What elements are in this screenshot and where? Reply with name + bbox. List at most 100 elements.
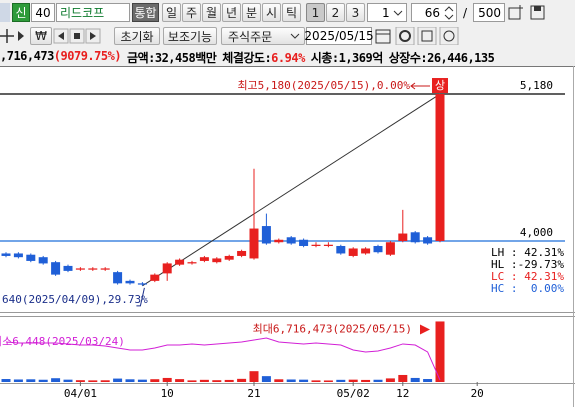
low-note: 640(2025/04/09),29.73% bbox=[2, 293, 148, 306]
candle-body bbox=[224, 255, 234, 260]
search-button[interactable]: 통합 bbox=[132, 3, 159, 22]
page-button[interactable]: 2 bbox=[326, 3, 345, 22]
x-tick-label: 04/01 bbox=[64, 387, 97, 400]
candle-body bbox=[13, 253, 23, 258]
page-button[interactable]: 1 bbox=[306, 3, 325, 22]
candle-body bbox=[38, 257, 48, 264]
volume-line bbox=[5, 337, 441, 381]
period-button[interactable]: 분 bbox=[242, 3, 261, 22]
x-tick-label: 21 bbox=[247, 387, 260, 400]
candle-body bbox=[162, 263, 172, 274]
toolbar-icons[interactable] bbox=[507, 4, 547, 22]
code-input[interactable]: 40 bbox=[31, 3, 55, 22]
candle-body bbox=[150, 274, 160, 281]
candle-body bbox=[385, 242, 395, 255]
period-button[interactable]: 년 bbox=[222, 3, 241, 22]
volume-bar bbox=[199, 379, 209, 382]
limit-badge: 상 bbox=[435, 79, 445, 92]
chart-bg bbox=[0, 66, 575, 407]
strength-value: 6.94% bbox=[271, 51, 305, 65]
volume-bar bbox=[323, 380, 333, 382]
volume-bar bbox=[175, 379, 185, 382]
volume-bar bbox=[75, 380, 85, 382]
volume-bar bbox=[38, 379, 48, 382]
won-button[interactable]: ₩ bbox=[30, 27, 52, 45]
candle-body bbox=[75, 268, 85, 270]
stat-name: LC : bbox=[491, 270, 518, 283]
volume-bar bbox=[113, 378, 123, 382]
nav-icons[interactable] bbox=[0, 26, 110, 46]
volume-bar bbox=[13, 379, 23, 382]
volume-bar bbox=[1, 379, 11, 382]
candle-body bbox=[336, 245, 346, 254]
strength-label: 체결강도: bbox=[222, 51, 272, 65]
x-tick-label: 05/02 bbox=[337, 387, 370, 400]
volume-bar bbox=[435, 321, 445, 382]
candle-body bbox=[1, 253, 11, 256]
volume-bar bbox=[51, 378, 61, 382]
stat-name: HL : bbox=[491, 258, 518, 271]
tool-icons[interactable] bbox=[374, 27, 462, 45]
name-input[interactable]: 리드코프 bbox=[56, 3, 130, 22]
period-button[interactable]: 월 bbox=[202, 3, 221, 22]
volume-bar bbox=[162, 377, 172, 382]
strength: 체결강도:6.94% bbox=[222, 49, 305, 65]
volume-bar bbox=[385, 378, 395, 382]
candle-body bbox=[175, 259, 185, 265]
candle-body bbox=[249, 228, 259, 259]
candle-body bbox=[187, 262, 197, 264]
candle-body bbox=[274, 239, 284, 243]
stat-name: LH : bbox=[491, 246, 518, 259]
spinner-icon bbox=[444, 5, 454, 20]
volume-pct: (9079.75%) bbox=[53, 49, 122, 63]
candle-body bbox=[113, 272, 123, 284]
x-tick-label: 12 bbox=[396, 387, 409, 400]
volume-bar bbox=[88, 380, 98, 382]
period-button[interactable]: 일 bbox=[162, 3, 181, 22]
count-spinner[interactable]: 66 bbox=[411, 3, 457, 22]
candle-body bbox=[63, 265, 73, 271]
date-input[interactable]: 2025/05/15 bbox=[304, 27, 374, 45]
candle-body bbox=[323, 244, 333, 246]
note-arrow bbox=[136, 287, 145, 307]
volume-bar bbox=[224, 379, 234, 382]
candle-body bbox=[237, 250, 247, 256]
volume-bar bbox=[26, 379, 36, 382]
dropdown-icon bbox=[290, 33, 300, 39]
candle-body bbox=[199, 257, 209, 261]
stat-value: -29.73% bbox=[518, 258, 565, 271]
candle-body bbox=[51, 262, 61, 275]
max-input[interactable]: 500 bbox=[473, 3, 505, 22]
candle-body bbox=[423, 237, 433, 244]
volume-bar bbox=[398, 374, 408, 382]
volume-bar bbox=[249, 371, 259, 382]
limit-badge-bg bbox=[432, 78, 448, 94]
volume-bar bbox=[125, 379, 135, 382]
volume-bar bbox=[100, 380, 110, 382]
period-button[interactable]: 주 bbox=[182, 3, 201, 22]
note-arrow bbox=[410, 82, 430, 90]
unit-dropdown[interactable]: 1 bbox=[367, 3, 407, 22]
aux-button[interactable]: 보조기능 bbox=[163, 27, 217, 45]
period-button[interactable]: 시 bbox=[262, 3, 281, 22]
candle-body bbox=[299, 239, 309, 246]
y-tick-label: 4,000 bbox=[520, 226, 553, 239]
market-badge[interactable]: 신 bbox=[12, 3, 30, 22]
order-dropdown[interactable]: 주식주문 bbox=[221, 27, 305, 45]
y-tick-label: 5,180 bbox=[520, 79, 553, 92]
reset-button[interactable]: 초기화 bbox=[114, 27, 160, 45]
candle-body bbox=[348, 248, 358, 256]
volume-bar bbox=[261, 376, 271, 382]
volume-bar bbox=[286, 379, 296, 382]
period-button[interactable]: 틱 bbox=[282, 3, 301, 22]
volume-bar bbox=[361, 379, 371, 382]
candle-body bbox=[435, 94, 445, 242]
volume-bar bbox=[423, 379, 433, 382]
volume-bar bbox=[274, 379, 284, 382]
volume-bar bbox=[212, 380, 222, 382]
volume-bar bbox=[299, 379, 309, 382]
x-tick-label: 20 bbox=[471, 387, 484, 400]
page-button[interactable]: 3 bbox=[346, 3, 365, 22]
